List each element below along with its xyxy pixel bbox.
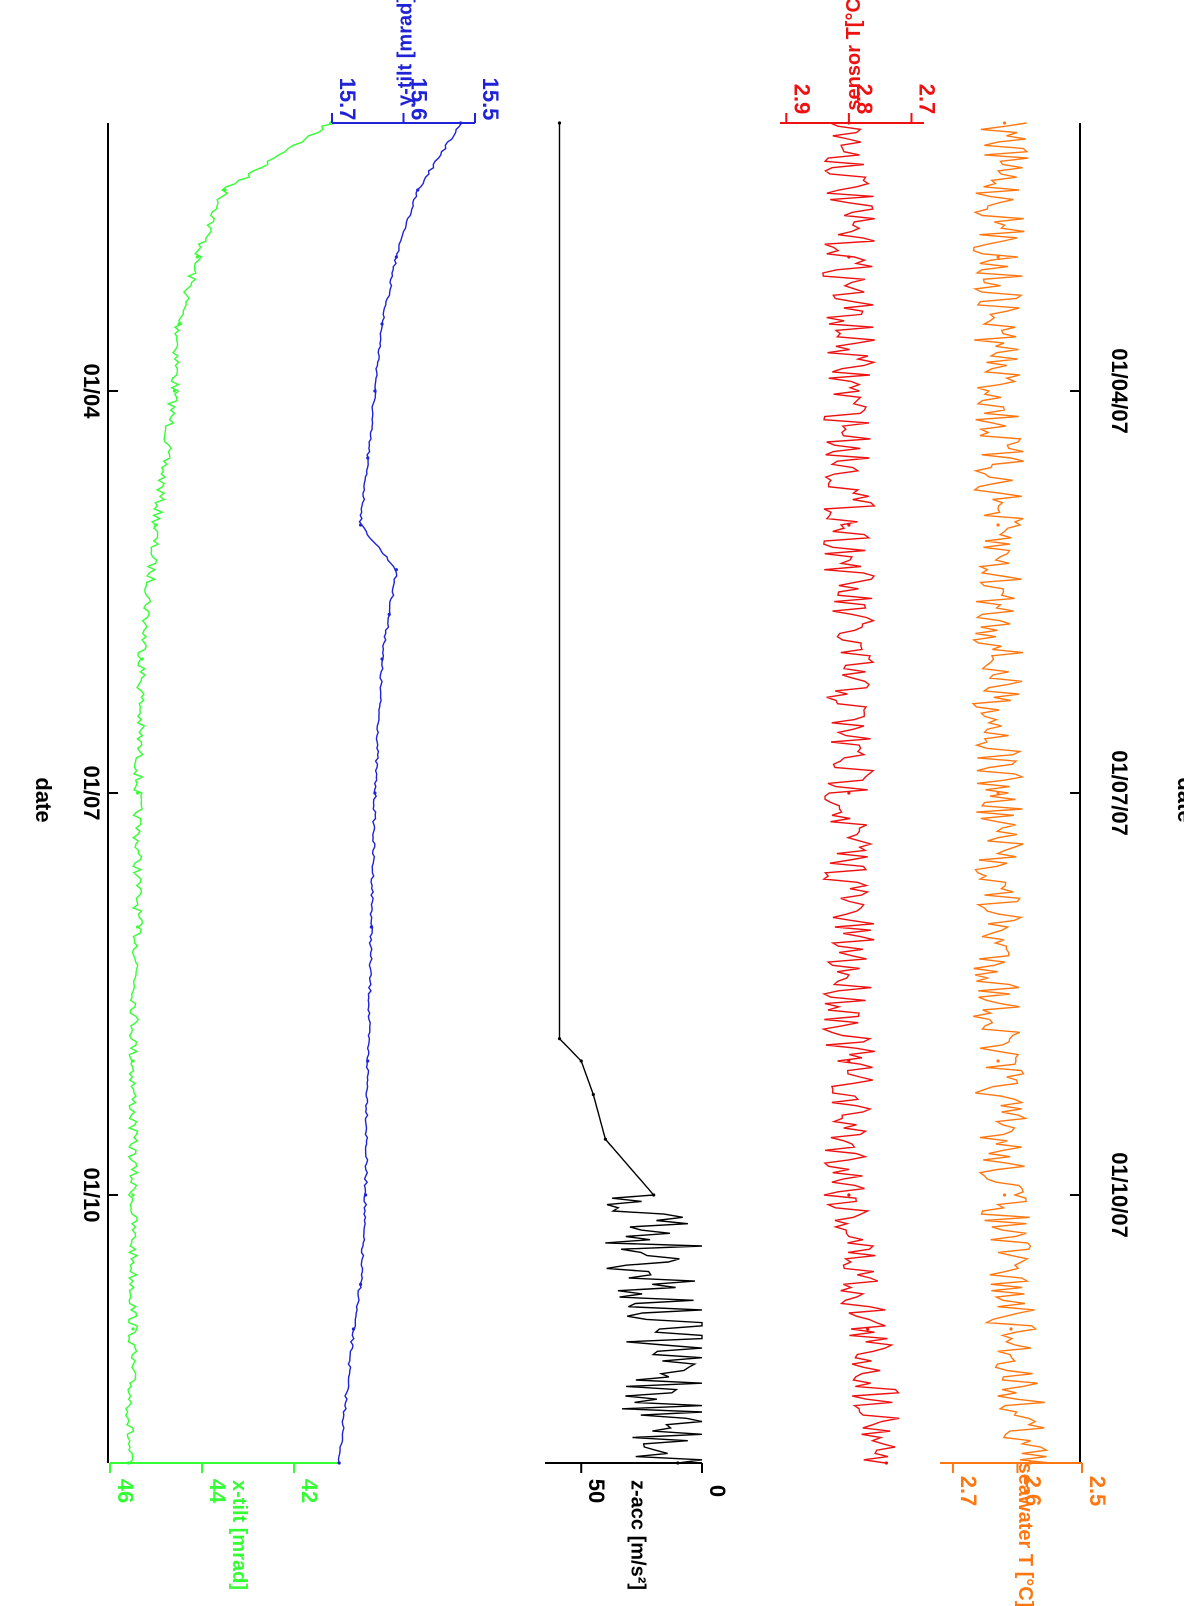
data-point xyxy=(996,1059,1000,1063)
value-axis-tick-label: 2.7 xyxy=(914,84,939,115)
series-axis-label: sensor T[°C] xyxy=(843,0,865,111)
data-point xyxy=(996,791,1000,795)
data-point xyxy=(131,1059,135,1063)
data-point xyxy=(996,255,1000,259)
data-point xyxy=(172,389,176,393)
series-layer: 42 44 46 x-tilt [mrad] 15.7 15.6 15.5 y-tilt [m… xyxy=(109,0,1110,1606)
series-ytilt: 15.7 15.6 15.5 y-tilt [mrad] xyxy=(331,0,503,1465)
value-axis-tick-label: 2.7 xyxy=(956,1476,981,1507)
series-seaT: 2.7 2.6 2.5 seawater T [°C] xyxy=(940,121,1110,1606)
data-point xyxy=(1002,1193,1007,1197)
data-point xyxy=(884,1461,889,1465)
value-axis-tick-label: 2.6 xyxy=(1020,1476,1045,1507)
data-point xyxy=(337,1461,341,1465)
data-point xyxy=(996,523,1000,527)
data-point xyxy=(366,1059,370,1063)
value-axis-tick-label: 42 xyxy=(297,1479,322,1503)
data-point xyxy=(380,322,384,326)
data-point xyxy=(847,255,851,259)
data-point xyxy=(351,1327,356,1331)
data-point xyxy=(373,389,377,393)
top-axis-tick-label: 01/04 xyxy=(79,363,104,419)
value-axis-tick-label: 2.8 xyxy=(852,84,877,115)
value-axis-tick-label: 15.6 xyxy=(407,78,432,121)
data-point xyxy=(847,791,851,795)
bottom-axis-tick-label: 01/04/07 xyxy=(1107,348,1132,434)
series-line xyxy=(971,122,1051,1464)
data-point xyxy=(359,523,363,527)
data-point xyxy=(394,255,398,259)
data-point xyxy=(557,121,562,125)
top-axis-tick-label: 01/10 xyxy=(79,1167,104,1222)
value-axis-tick-label: 46 xyxy=(113,1479,138,1503)
value-axis-tick-label: 2.9 xyxy=(789,84,814,115)
data-point xyxy=(847,1059,851,1063)
bottom-axis-tick-label: 01/07/07 xyxy=(1107,750,1132,836)
data-point xyxy=(140,657,144,661)
data-point xyxy=(177,322,181,326)
data-point xyxy=(136,791,140,795)
data-point xyxy=(394,568,398,572)
data-point xyxy=(223,188,227,192)
data-point xyxy=(1002,121,1007,125)
value-axis-tick-label: 0 xyxy=(705,1485,730,1497)
series-axis-label: seawater T [°C] xyxy=(1014,1463,1036,1606)
bottom-xlabel: date xyxy=(1173,777,1184,822)
data-point xyxy=(369,925,373,929)
series-line xyxy=(124,122,336,1464)
data-point xyxy=(195,255,199,259)
series-axis-label: y-tilt [mrad] xyxy=(395,0,417,106)
data-point xyxy=(154,523,158,527)
value-axis-tick-label: 50 xyxy=(584,1479,609,1503)
data-point xyxy=(380,657,384,661)
series-line xyxy=(821,122,901,1464)
data-point xyxy=(866,1327,870,1331)
data-point xyxy=(136,925,140,929)
axes-layer: 01/04 01/04/07 01/07 01/07/07 01/10 01/10/07 xyxy=(79,123,1132,1463)
data-point xyxy=(557,1037,562,1041)
data-point xyxy=(387,612,391,616)
series-sensorT: 2.9 2.8 2.7 sensor T[°C] xyxy=(780,0,939,1465)
data-point xyxy=(603,1137,607,1141)
series-xtilt: 42 44 46 x-tilt [mrad] xyxy=(109,121,340,1590)
data-point xyxy=(591,1092,595,1097)
data-point xyxy=(366,456,370,460)
value-axis-tick-label: 15.5 xyxy=(478,78,503,121)
data-point xyxy=(131,1327,135,1331)
series-line xyxy=(337,122,462,1464)
value-axis-tick-label: 2.5 xyxy=(1085,1476,1110,1507)
data-point xyxy=(847,523,851,527)
data-point xyxy=(364,1193,368,1197)
data-point xyxy=(359,1282,363,1286)
top-xlabel: date xyxy=(31,777,56,822)
value-axis-tick-label: 15.7 xyxy=(335,78,360,121)
data-point xyxy=(652,1193,656,1197)
series-zacc: 50 0 z-acc [m/s²] xyxy=(545,121,730,1590)
series-line xyxy=(558,123,703,1464)
data-point xyxy=(1009,1327,1013,1331)
series-axis-label: z-acc [m/s²] xyxy=(627,1480,649,1590)
value-axis-tick-label: 44 xyxy=(205,1479,230,1504)
series-axis-label: x-tilt [mrad] xyxy=(228,1480,250,1590)
data-point xyxy=(373,791,377,795)
data-point xyxy=(847,1193,851,1197)
data-point xyxy=(131,1193,135,1197)
data-point xyxy=(416,188,420,192)
top-axis-tick-label: 01/07 xyxy=(79,765,104,820)
data-point xyxy=(579,1059,583,1063)
bottom-axis-tick-label: 01/10/07 xyxy=(1107,1152,1132,1238)
